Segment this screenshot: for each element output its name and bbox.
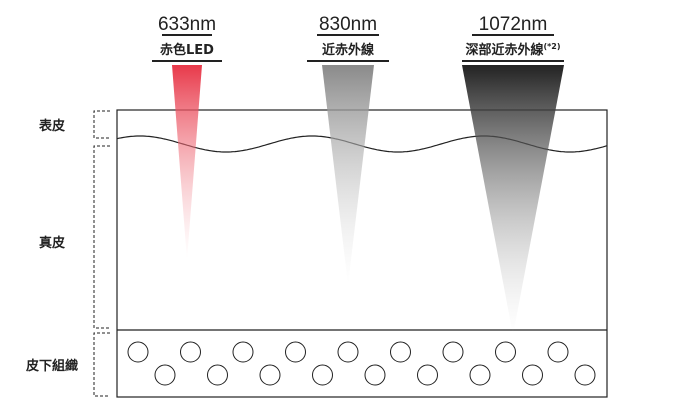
light-beam [462,65,564,335]
layer-label: 皮下組織 [25,358,78,374]
light-beam [322,65,374,285]
name: 近赤外線 [322,42,375,58]
wavelength: 830nm [319,14,377,35]
fat-cell [337,341,359,363]
fat-cell [574,364,596,386]
fat-cell [390,341,411,363]
name: 深部近赤外線 [465,42,544,58]
fat-cell [417,364,438,386]
fat-cell [285,341,306,363]
fat-cell [312,364,333,386]
layer-label: 表皮 [38,118,65,134]
light-beam [172,65,202,260]
beams [172,65,564,335]
name: 赤色LED [160,42,214,58]
fat-cell [180,341,201,363]
fat-cell [259,364,281,386]
wavelength: 633nm [158,14,216,35]
fat-cell [469,364,491,386]
layer-label: 真皮 [39,235,65,251]
fat-cell [495,341,516,363]
wavelength: 1072nm [479,14,548,35]
brackets [93,110,110,397]
fat-cell [442,341,464,363]
fat-cells [127,341,596,386]
note: (*2) [543,42,560,51]
fat-cell [232,341,254,363]
fat-cell [154,364,176,386]
fat-cell [547,341,569,363]
light-name: 深部近赤外線(*2) [465,42,560,58]
fat-cell [522,364,543,386]
light-name: 赤色LED [160,42,214,58]
fat-cell [207,364,228,386]
fat-cell [364,364,386,386]
fat-cell [127,341,149,363]
light-name: 近赤外線 [322,42,375,58]
